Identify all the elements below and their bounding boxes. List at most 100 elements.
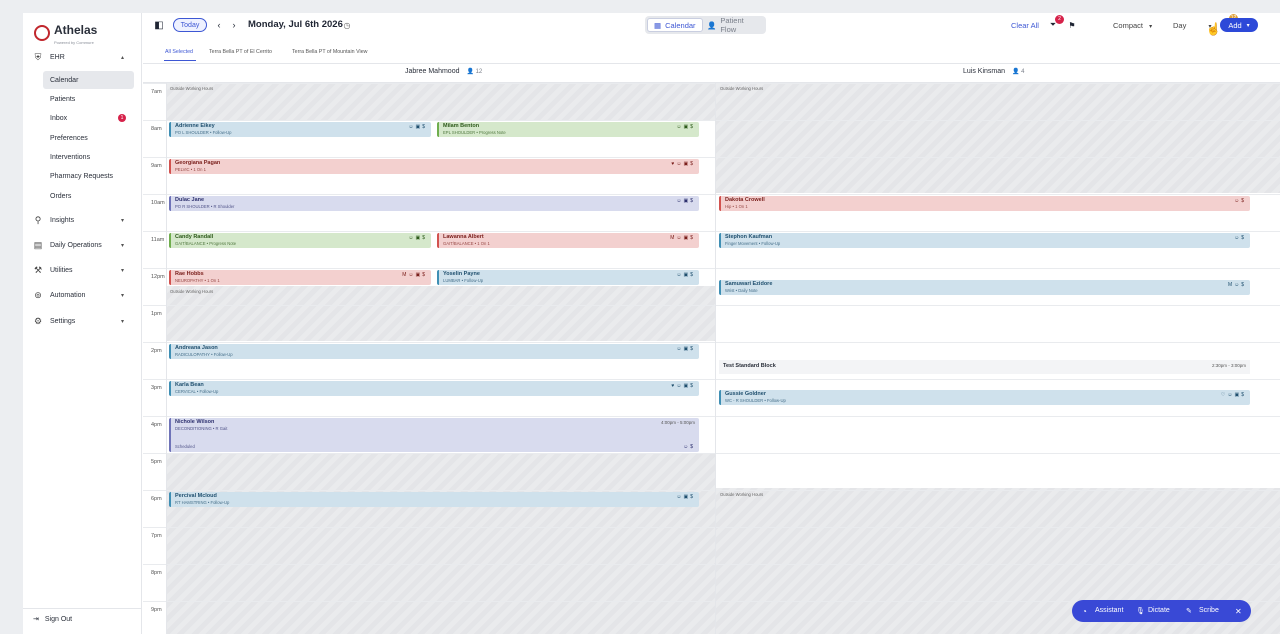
divider <box>715 83 716 634</box>
standard-block[interactable]: Test Standard Block 2:30pm - 3:00pm <box>719 360 1250 374</box>
appointment-card[interactable]: Samuwari Ezidore Wrist • Daily Note M☺$ <box>719 280 1250 295</box>
hour-label: 5pm <box>151 459 162 465</box>
outside-hours-block <box>716 83 1280 193</box>
sidebar-item-calendar[interactable]: Calendar <box>43 71 134 89</box>
outside-hours-block <box>167 83 715 120</box>
chevron-down-icon: ▾ <box>121 292 125 299</box>
hour-row: 8am <box>143 120 1280 157</box>
athelas-logo-icon <box>34 25 50 41</box>
view-toggle: ▦ Calendar 👤 Patient Flow <box>645 16 766 34</box>
appointment-card[interactable]: Gussie Goldner WC - R SHOULDER • Follow-… <box>719 390 1250 405</box>
chevron-down-icon: ▾ <box>121 242 125 249</box>
appointment-card[interactable]: Georgiana Pagan PELVIC • 1 On 1 ♥☺▣$ <box>169 159 699 174</box>
chevron-left-icon[interactable]: ‹ <box>217 20 221 30</box>
sidebar-section-ehr[interactable]: ⛨ EHR ▴ <box>34 52 125 62</box>
flag-icon[interactable]: ⚑ <box>1068 20 1076 30</box>
person-icon: 👤 <box>707 20 717 30</box>
brand-name: Athelas <box>54 23 98 37</box>
status-icons: M☺$ <box>1227 282 1246 288</box>
sidebar-item-pharmacy-requests[interactable]: Pharmacy Requests <box>50 172 114 180</box>
tab-mountain-view[interactable]: Terra Bella PT of Mountain View <box>292 49 368 55</box>
sidebar-toggle-icon[interactable]: ◧ <box>154 19 164 31</box>
chevron-down-icon: ▾ <box>1149 24 1153 30</box>
status-icons: M☺▣$ <box>402 272 427 278</box>
hour-row: 10am <box>143 194 1280 231</box>
status-icons: ♡☺▣$ <box>1220 392 1246 398</box>
hour-row: 5pm <box>143 453 1280 490</box>
hour-label: 12pm <box>151 274 165 280</box>
date-title[interactable]: Monday, Jul 6th 2026 <box>248 19 343 30</box>
sidebar-item-interventions[interactable]: Interventions <box>50 153 91 161</box>
appointment-card[interactable]: Percival Mcloud RT HAMSTRING • Follow-Up… <box>169 492 699 507</box>
person-icon: 👤 4 <box>1011 69 1025 75</box>
lightbulb-icon: ⚲ <box>34 215 42 225</box>
provider-header[interactable]: Jabree Mahmood 👤 12 <box>405 68 483 75</box>
clear-all-button[interactable]: Clear All <box>1011 21 1039 30</box>
density-dropdown[interactable]: Compact ▾ <box>1113 21 1153 30</box>
appointment-card[interactable]: Dakota Crowell Hip • 1 On 1 ☺$ <box>719 196 1250 211</box>
today-button[interactable]: Today <box>173 18 207 32</box>
tab-all-selected[interactable]: All Selected <box>165 49 193 55</box>
provider-header[interactable]: Luis Kinsman 👤 4 <box>963 68 1025 75</box>
add-button[interactable]: Add ▾ <box>1220 18 1258 32</box>
hour-label: 10am <box>151 200 165 206</box>
cursor-icon: ☝ <box>1206 22 1221 36</box>
appointment-card[interactable]: Nichole Wilson DECONDITIONING • R Gait 4… <box>169 418 699 452</box>
chevron-up-icon: ▴ <box>121 54 125 61</box>
appointment-card[interactable]: Karla Bean CERVICAL • Follow-Up ♥☺▣$ <box>169 381 699 396</box>
appointment-card[interactable]: Dulac Jane PO R SHOULDER • R Shoulder ☺▣… <box>169 196 699 211</box>
sidebar-section-utilities[interactable]: ⚒ Utilities ▾ <box>33 265 125 275</box>
hour-label: 3pm <box>151 385 162 391</box>
tab-el-cerrito[interactable]: Terra Bella PT of El Cerrito <box>209 49 272 55</box>
assistant-button[interactable]: Assistant <box>1095 607 1124 614</box>
hour-label: 11am <box>151 237 165 243</box>
appointment-card[interactable]: Yoselin Payne LUMBAR • Follow-Up ☺▣$ <box>437 270 699 285</box>
outside-hours-label: Outside Working Hours <box>170 289 214 294</box>
sidebar-item-preferences[interactable]: Preferences <box>50 134 88 142</box>
automation-icon: ⊚ <box>34 290 42 300</box>
hour-label: 2pm <box>151 348 162 354</box>
appointment-card[interactable]: Candy Randall GAIT/BALANCE • Progress No… <box>169 233 431 248</box>
sidebar: Athelas Powered by Commure ⛨ EHR ▴ Calen… <box>23 13 142 634</box>
close-icon[interactable]: ✕ <box>1235 607 1242 616</box>
range-dropdown[interactable]: Day ▾ <box>1173 21 1212 30</box>
outside-hours-block <box>167 286 715 341</box>
divider <box>166 83 167 634</box>
main-content: ◧ Today ‹ › Monday, Jul 6th 2026 ◷ ▦ Cal… <box>143 13 1280 634</box>
chevron-right-icon[interactable]: › <box>232 20 236 30</box>
status-icons: ☺▣$ <box>408 235 427 241</box>
appointment-card[interactable]: Andreana Jason RADICULOPATHY • Follow-Up… <box>169 344 699 359</box>
sign-out-button[interactable]: ⇥ Sign Out <box>33 615 73 624</box>
sidebar-item-patients[interactable]: Patients <box>50 95 76 103</box>
hour-label: 8am <box>151 126 162 132</box>
sidebar-section-insights[interactable]: ⚲ Insights ▾ <box>34 215 125 225</box>
gear-icon: ⚙ <box>33 316 43 326</box>
outside-hours-label: Outside Working Hours <box>720 86 764 91</box>
hour-label: 1pm <box>151 311 162 317</box>
sidebar-item-inbox[interactable]: Inbox 1 <box>43 109 134 127</box>
scribe-button[interactable]: Scribe <box>1199 607 1219 614</box>
hour-row: 7pm <box>143 527 1280 564</box>
clock-icon[interactable]: ◷ <box>343 20 351 30</box>
sidebar-section-settings[interactable]: ⚙ Settings ▾ <box>33 316 125 326</box>
sidebar-section-daily-operations[interactable]: ▤ Daily Operations ▾ <box>33 240 125 250</box>
brand-tagline: Powered by Commure <box>54 40 94 45</box>
patient-flow-button[interactable]: 👤 Patient Flow <box>707 16 744 34</box>
calendar-icon: ▤ <box>33 240 43 250</box>
hour-label: 7am <box>151 89 162 95</box>
appointment-card[interactable]: Lawanna Albert GAIT/BALANCE • 1 On 1 M☺▣… <box>437 233 699 248</box>
sidebar-item-orders[interactable]: Orders <box>50 192 72 200</box>
hour-row: 2pm <box>143 342 1280 379</box>
sidebar-section-automation[interactable]: ⊚ Automation ▾ <box>34 290 125 300</box>
logo[interactable]: Athelas Powered by Commure <box>34 21 97 45</box>
appointment-card[interactable]: Stephon Kaufman Finger Movement • Follow… <box>719 233 1250 248</box>
filter-icon[interactable]: ⏷ <box>1049 20 1057 29</box>
calendar-view-button[interactable]: ▦ Calendar <box>647 18 703 32</box>
chevron-down-icon: ▾ <box>121 318 125 325</box>
dictate-button[interactable]: Dictate <box>1148 607 1170 614</box>
appointment-card[interactable]: Milam Benton EPL SHOULDER • Progress Not… <box>437 122 699 137</box>
appointment-card[interactable]: Rae Hobbs NEUROPATHY • 1 On 1 M☺▣$ <box>169 270 431 285</box>
status-icons: ☺$ <box>1234 235 1246 241</box>
sign-out-icon: ⇥ <box>33 616 39 623</box>
appointment-card[interactable]: Adrienne Eikey PO L SHOULDER • Follow-Up… <box>169 122 431 137</box>
